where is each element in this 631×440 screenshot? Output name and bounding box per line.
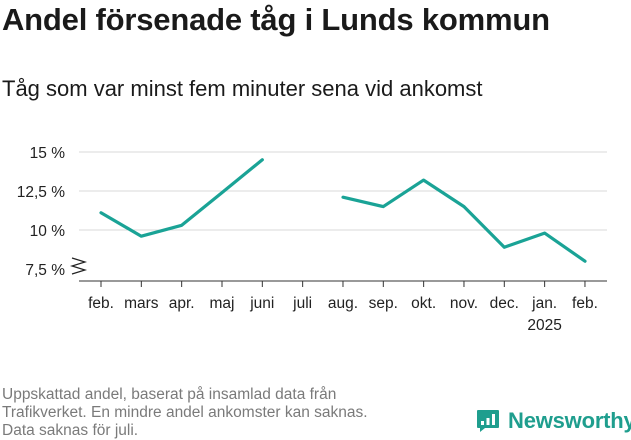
x-tick-label: mars [124,295,159,312]
x-tick-label: jan. [531,295,557,312]
x-tick-label: aug. [328,295,358,312]
y-tick-label: 12,5 % [17,184,65,201]
line-chart: 7,5 % 10 % 12,5 % 15 % feb. mars apr. maj juni ju… [17,145,607,334]
x-tick-label: maj [209,295,234,312]
x-tick-label: sep. [369,295,398,312]
footnote: Uppskattad andel, baserat på insamlad da… [2,386,442,440]
axis-break-icon [69,257,88,275]
brand-logo: Newsworthy [476,408,631,434]
x-tick-label: juli [292,295,312,312]
newsworthy-logo-icon [477,410,499,432]
x-tick-label: feb. [88,295,114,312]
x-tick-sublabel: 2025 [527,317,561,334]
y-tick-label: 7,5 % [25,262,65,279]
series-line [99,158,264,238]
y-tick-label: 10 % [30,223,66,240]
brand-name: Newsworthy [508,408,631,433]
x-tick-label: feb. [572,295,598,312]
chart-subtitle: Tåg som var minst fem minuter sena vid a… [2,76,483,101]
x-tick-label: juni [249,295,274,312]
x-tick-label: dec. [490,295,519,312]
x-tick-label: okt. [411,295,436,312]
x-tick-label: apr. [169,295,195,312]
x-tick-label: nov. [450,295,478,312]
series-line [341,178,587,263]
y-tick-label: 15 % [30,145,66,162]
footnote-line: Trafikverket. En mindre andel ankomster … [2,404,368,421]
chart-title: Andel försenade tåg i Lunds kommun [2,2,550,37]
footnote-line: Data saknas för juli. [2,422,139,439]
footnote-line: Uppskattad andel, baserat på insamlad da… [2,386,337,403]
